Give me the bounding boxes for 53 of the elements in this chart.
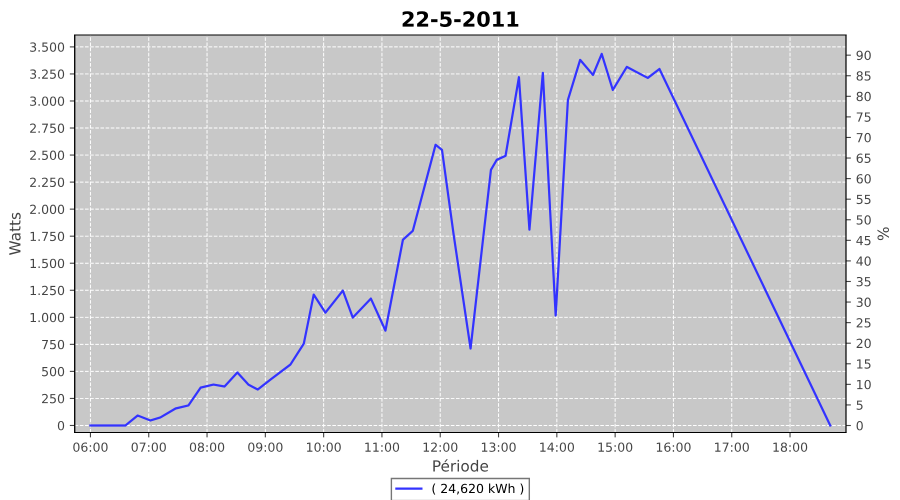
x-tick-label: 06:00 <box>73 442 108 452</box>
y-tick-label: 1.750 <box>30 232 64 242</box>
y2-tick-label: 40 <box>856 256 871 266</box>
x-tick-label: 12:00 <box>424 442 458 452</box>
y2-tick-label: 85 <box>856 71 871 81</box>
x-tick-label: 17:00 <box>715 442 749 452</box>
y2-tick-label: 35 <box>856 276 871 286</box>
y2-tick-label: 30 <box>856 298 871 307</box>
y2-tick-label: 55 <box>856 194 871 204</box>
y-tick-label: 3.250 <box>30 69 64 79</box>
y2-tick-label: 10 <box>857 380 871 390</box>
y-axis-title: Watts <box>9 212 21 255</box>
y2-tick-label: 50 <box>856 215 871 225</box>
y-tick-label: 1.000 <box>30 312 64 322</box>
y2-tick-label: 80 <box>856 92 871 102</box>
y2-tick-label: 15 <box>857 359 871 369</box>
x-tick-label: 11:00 <box>365 442 400 452</box>
y-tick-label: 2.500 <box>30 150 64 160</box>
line-series <box>89 52 832 427</box>
y-tick-label: 2.000 <box>30 204 64 214</box>
y2-tick-label: 75 <box>856 112 871 122</box>
y-tick-label: 2.250 <box>30 178 64 188</box>
y2-tick-label: 70 <box>856 132 871 142</box>
y-tick-label: 3.000 <box>30 96 64 106</box>
y2-tick-label: 20 <box>856 338 871 348</box>
legend-label: ( 24,620 kWh ) <box>432 484 524 495</box>
y2-tick-label: 45 <box>856 236 871 246</box>
x-tick-label: 18:00 <box>773 442 808 452</box>
y2-tick-label: 0 <box>856 420 863 430</box>
x-tick-label: 16:00 <box>656 442 691 452</box>
y2-tick-label: 25 <box>856 318 871 328</box>
y-tick-label: 250 <box>42 394 64 404</box>
x-axis-title: Période <box>433 459 488 472</box>
y2-tick-label: 65 <box>856 154 871 163</box>
y-tick-label: 1.500 <box>30 258 64 268</box>
x-tick-label: 15:00 <box>598 442 632 452</box>
y2-tick-label: 5 <box>856 400 863 410</box>
x-tick-label: 08:00 <box>190 442 224 452</box>
y-tick-label: 750 <box>42 340 64 350</box>
y2-tick-label: 90 <box>856 50 871 60</box>
x-tick-label: 14:00 <box>540 442 574 452</box>
y-tick-label: 2.750 <box>30 123 64 133</box>
y-tick-label: 1.250 <box>30 286 64 296</box>
x-tick-label: 13:00 <box>482 442 516 452</box>
y2-axis-title: % <box>877 227 890 240</box>
x-tick-label: 07:00 <box>132 442 166 452</box>
x-tick-label: 10:00 <box>307 442 341 452</box>
chart-title: 22-5-2011 <box>402 11 518 27</box>
y-tick-label: 500 <box>42 366 64 376</box>
x-tick-label: 09:00 <box>248 442 283 452</box>
y-tick-label: 0 <box>58 420 64 430</box>
y-tick-label: 3.500 <box>30 42 64 52</box>
y2-tick-label: 60 <box>856 174 871 184</box>
